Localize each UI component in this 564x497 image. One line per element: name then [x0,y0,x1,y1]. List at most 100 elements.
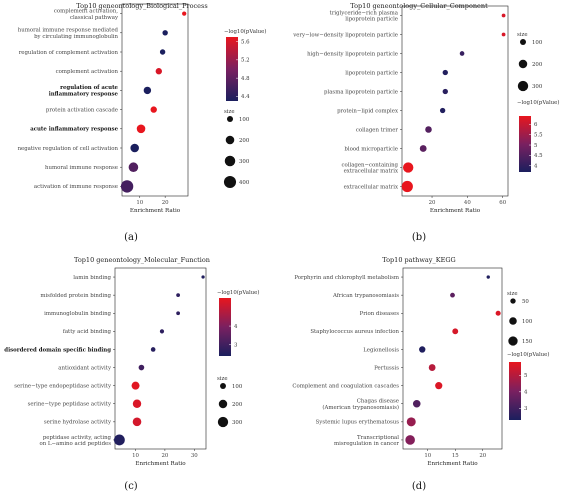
data-point [419,145,427,152]
panel-title: Top10 geneontology_Molecular_Function [74,256,210,264]
data-point [428,364,436,371]
size-legend-label: 100 [232,384,243,390]
category-label: Systemic lupus erythematosus [316,420,400,426]
category-label: fatty acid binding [63,329,112,335]
colorbar-tick-label: 4 [234,324,238,330]
panel-title: Top10 pathway_KEGG [382,256,455,264]
size-legend-title: size [224,109,235,115]
plot-frame [121,3,189,197]
category-label: protein−lipid complex [337,108,398,114]
colorbar-tick-label: 5.6 [241,39,250,45]
data-point [159,329,165,334]
panel-b: Top10 geneontology_Cellular_Componenttri… [292,2,559,243]
category-label: Porphyrin and chlorophyll metabolism [294,275,399,281]
size-legend-dot [217,416,229,428]
category-label: misfolded protein binding [40,293,111,299]
colorbar [226,37,238,101]
panel-caption: (a) [124,232,138,243]
category-label: lipoprotein particle [345,70,398,76]
category-label: blood microparticle [344,146,398,152]
data-point [182,11,187,16]
colorbar-tick-label: 4 [534,164,538,170]
data-point [412,399,421,408]
category-label: regulation of complement activation [19,50,119,56]
data-point [150,106,157,113]
size-legend-label: 50 [522,299,529,305]
size-legend-label: 150 [522,339,533,345]
size-legend-dot [226,115,234,123]
data-point [130,143,139,153]
size-legend-label: 300 [232,420,243,426]
size-legend-dot [225,135,235,145]
x-tick-label: 20 [161,453,168,459]
x-tick-label: 20 [162,200,169,206]
panel-a: Top10 geneontology_Biological_Processcom… [18,2,267,243]
data-point [136,124,146,134]
colorbar-tick-label: 3 [524,406,528,412]
colorbar-label: −log10(pValue) [507,351,549,358]
data-point [459,51,465,56]
x-tick-label: 15 [452,453,459,459]
size-legend-label: 300 [239,159,250,165]
data-point [402,162,414,173]
size-legend-dot [220,383,226,389]
colorbar-label: −log10(pValue) [517,99,559,106]
colorbar-tick-label: 4 [524,390,528,396]
data-point [132,399,142,408]
colorbar [219,298,231,356]
category-label-cont: classical pathway [70,15,119,21]
size-legend-label: 200 [239,138,250,144]
category-label: very−low−density lipoprotein particle [292,32,398,38]
category-label: extracellular matrix [344,184,398,190]
category-label: regulation of acute [60,85,118,91]
category-label: Chagas disease [357,399,399,405]
category-label: serine hydrolase activity [44,420,112,426]
x-tick-label: 20 [479,453,486,459]
data-point [155,68,162,75]
colorbar-tick-label: 5 [534,143,538,149]
size-legend-label: 200 [532,62,543,68]
category-label: serine−type endopeptidase activity [14,383,112,389]
colorbar-tick-label: 5 [524,373,528,379]
size-legend-label: 100 [239,117,250,123]
category-label: Complement and coagulation cascades [292,383,399,389]
category-label: plasma lipoprotein particle [324,89,398,95]
x-axis-label: Enrichment Ratio [427,461,478,467]
colorbar-tick-label: 4.8 [241,76,250,82]
size-legend-dot [224,155,236,167]
category-label: Prion diseases [360,311,400,317]
size-legend-label: 100 [522,319,533,325]
size-legend-dot [508,336,518,346]
category-label: disordered domain specific binding [4,347,111,353]
category-label: triglyceride−rich plasma [330,10,399,16]
category-label: lamin binding [73,275,111,281]
data-point [435,382,443,390]
size-legend-dot [218,399,228,409]
data-point [138,364,145,371]
data-point [486,275,490,279]
data-point [401,180,413,193]
x-tick-label: 40 [464,200,471,206]
x-axis-label: Enrichment Ratio [130,208,181,214]
x-tick-label: 10 [136,200,143,206]
size-legend-title: size [517,32,528,38]
data-point [159,49,166,55]
data-point [132,417,142,427]
category-label: negative regulation of cell activation [18,146,119,152]
category-label: African trypanosomiasis [332,293,399,299]
data-point [162,30,168,36]
size-legend-label: 100 [532,40,543,46]
colorbar-tick-label: 4.4 [241,94,250,100]
colorbar-tick-label: 5.5 [534,132,543,138]
data-point [201,275,205,279]
data-point [176,311,180,316]
colorbar-tick-label: 3 [234,343,238,349]
size-legend-dot [510,298,516,304]
colorbar-tick-label: 6 [534,122,538,128]
colorbar-label: −log10(pValue) [224,28,266,35]
data-point [425,126,432,133]
category-label-cont: (American trypanosomiasis) [322,404,399,411]
category-label: humoral immune response mediated [18,28,119,34]
category-label: Transcriptional [357,435,399,441]
